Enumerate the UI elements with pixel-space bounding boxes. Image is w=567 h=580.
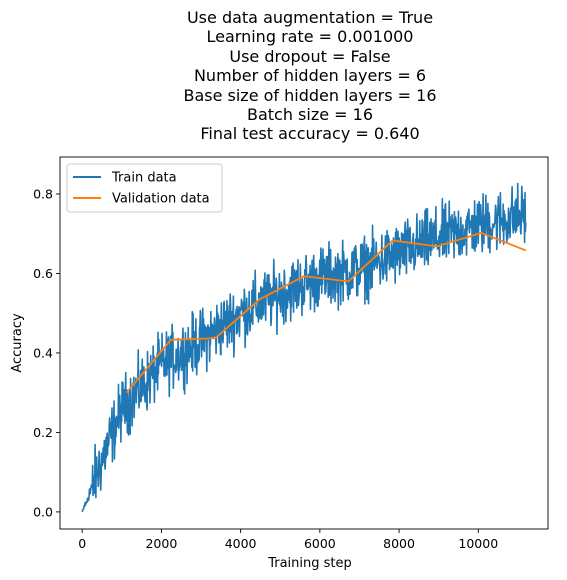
series-layer: [81, 182, 527, 513]
legend: Train data Validation data: [66, 163, 223, 213]
x-axis-label: Training step: [267, 556, 352, 571]
legend-box: [66, 163, 223, 213]
title-line: Use dropout = False: [229, 46, 391, 66]
title-line: Use data augmentation = True: [186, 8, 434, 27]
chart-title: Use data augmentation = True Learning ra…: [0, 8, 567, 144]
title-line: Base size of hidden layers = 16: [183, 85, 437, 105]
title-line: Batch size = 16: [246, 105, 374, 125]
x-tick-label: 6000: [304, 536, 336, 551]
x-tick-label: 10000: [458, 536, 498, 551]
y-tick-label: 0.6: [33, 266, 53, 281]
series-line-1: [125, 232, 527, 394]
legend-label-validation: Validation data: [112, 192, 210, 207]
title-line: Final test accuracy = 0.640: [200, 124, 420, 144]
y-tick-label: 0.8: [33, 186, 53, 201]
x-tick-label: 4000: [225, 536, 257, 551]
x-tick-label: 8000: [383, 536, 415, 551]
y-tick-label: 0.0: [33, 504, 53, 519]
ticks-layer: 0 2000 4000 6000 8000 10000 0.0 0.2 0.4 0.6 0.8: [33, 186, 498, 551]
title-line: Learning rate = 0.001000: [206, 27, 414, 47]
plot-frame: [59, 156, 549, 530]
x-tick-label: 2000: [145, 536, 177, 551]
y-axis-label: Accuracy: [10, 313, 25, 373]
y-tick-label: 0.4: [33, 345, 53, 360]
y-tick-label: 0.2: [33, 425, 53, 440]
x-tick-label: 0: [78, 536, 86, 551]
title-line: Number of hidden layers = 6: [193, 66, 427, 86]
legend-label-train: Train data: [111, 171, 177, 186]
series-line-0: [81, 182, 527, 513]
